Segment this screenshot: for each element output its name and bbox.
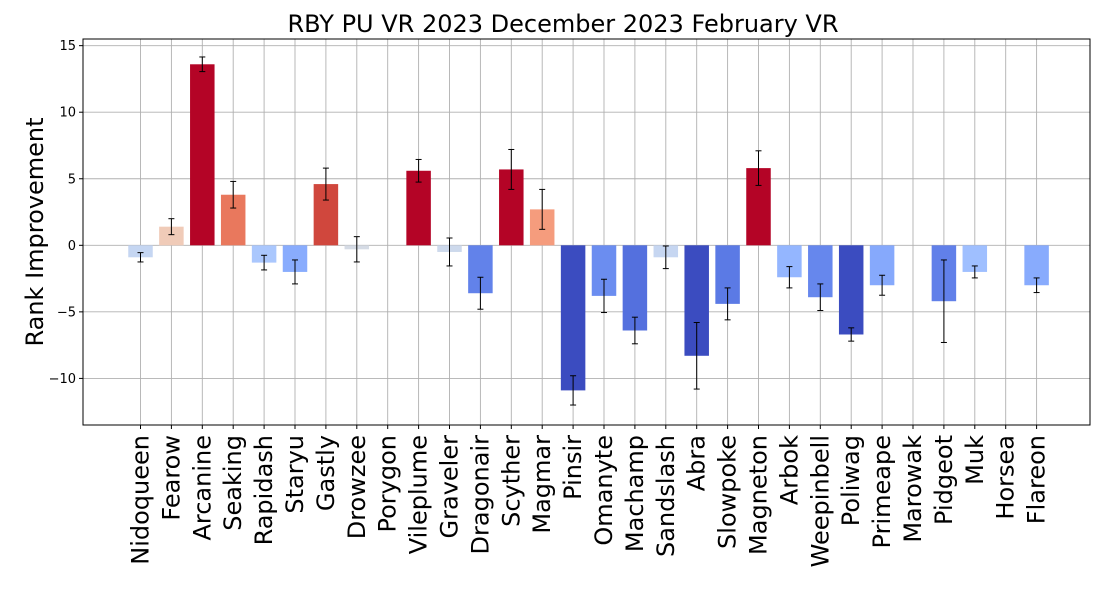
x-tick-label-horsea: Horsea xyxy=(992,435,1020,520)
x-tick-label-scyther: Scyther xyxy=(497,435,525,527)
x-tick-label-muk: Muk xyxy=(961,435,989,485)
x-tick-label-dragonair: Dragonair xyxy=(466,435,494,555)
x-tick-label-staryu: Staryu xyxy=(281,435,309,514)
x-tick-label-machamp: Machamp xyxy=(621,435,649,552)
x-tick-label-pinsir: Pinsir xyxy=(559,435,587,500)
x-tick-label-poliwag: Poliwag xyxy=(837,435,865,526)
x-axis-ticks: Nidoqueen Fearow Arcanine Seaking Rapidash St… xyxy=(127,425,1051,567)
x-tick-label-vileplume: Vileplume xyxy=(405,435,433,554)
y-tick-label: 0 xyxy=(68,239,76,254)
x-tick-label-drowzee: Drowzee xyxy=(343,435,371,539)
y-tick-label: 15 xyxy=(59,39,76,54)
bar-rapidash xyxy=(251,245,277,263)
x-tick-label-magmar: Magmar xyxy=(528,435,556,534)
x-tick-label-arcanine: Arcanine xyxy=(188,435,216,541)
y-tick-label: 10 xyxy=(59,106,76,121)
bar-pinsir xyxy=(560,245,586,391)
x-tick-label-weepinbell: Weepinbell xyxy=(806,435,834,567)
x-tick-label-pidgeot: Pidgeot xyxy=(930,435,958,525)
bar-arcanine xyxy=(190,64,215,246)
x-tick-label-porygon: Porygon xyxy=(374,435,402,533)
bar-machamp xyxy=(622,245,648,331)
x-tick-label-arbok: Arbok xyxy=(775,435,803,505)
x-tick-label-gastly: Gastly xyxy=(312,435,340,511)
x-tick-label-magneton: Magneton xyxy=(745,435,773,555)
x-tick-label-sandslash: Sandslash xyxy=(652,435,680,557)
x-tick-label-seaking: Seaking xyxy=(219,435,247,531)
plot-frame xyxy=(82,38,1091,426)
bar-poliwag xyxy=(838,245,864,335)
x-tick-label-graveler: Graveler xyxy=(436,435,464,539)
x-tick-label-marowak: Marowak xyxy=(899,435,927,543)
error-bars-group xyxy=(137,56,1040,406)
y-tick-label: −10 xyxy=(49,372,76,387)
y-axis-label: Rank Improvement xyxy=(21,117,49,346)
bar-vileplume xyxy=(406,170,431,246)
x-tick-label-fearow: Fearow xyxy=(157,435,185,521)
y-axis-ticks: −10 −5 0 5 10 15 xyxy=(49,39,83,387)
chart-title: RBY PU VR 2023 December 2023 February VR xyxy=(287,10,838,38)
x-tick-label-abra: Abra xyxy=(683,435,711,491)
y-tick-label: 5 xyxy=(68,172,76,187)
x-tick-label-nidoqueen: Nidoqueen xyxy=(127,435,155,565)
x-tick-label-primeape: Primeape xyxy=(868,435,896,548)
y-tick-label: −5 xyxy=(57,305,76,320)
x-tick-label-rapidash: Rapidash xyxy=(250,435,278,545)
bar-fearow xyxy=(159,226,184,246)
bar-nidoqueen xyxy=(128,245,153,258)
x-tick-label-flareon: Flareon xyxy=(1023,435,1051,524)
x-tick-label-omanyte: Omanyte xyxy=(590,435,618,546)
x-tick-label-slowpoke: Slowpoke xyxy=(714,435,742,549)
